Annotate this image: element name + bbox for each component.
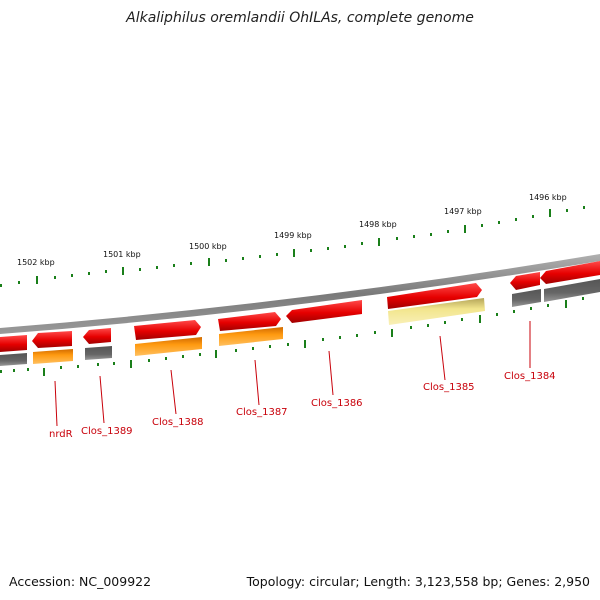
gene-label-clos-1385[interactable]: Clos_1385 <box>423 382 475 393</box>
outer-tick-ring <box>0 206 585 287</box>
scale-label: 1501 kbp <box>103 250 141 259</box>
gene-arrow[interactable] <box>32 331 72 348</box>
accession-text: Accession: NC_009922 <box>9 574 152 589</box>
gene-block-orange[interactable] <box>135 337 202 356</box>
label-leader-lines <box>54 321 531 427</box>
gene-block-orange[interactable] <box>219 327 283 346</box>
scale-label: 1502 kbp <box>17 258 55 267</box>
map-title: Alkaliphilus oremlandii OhILAs, complete… <box>126 10 474 26</box>
gene-block-gray[interactable] <box>0 353 27 366</box>
gene-arrow[interactable] <box>0 335 27 352</box>
genome-summary-text: Topology: circular; Length: 3,123,558 bp… <box>246 574 590 589</box>
gene-arrow[interactable] <box>540 261 600 284</box>
scale-labels: 1502 kbp 1501 kbp 1500 kbp 1499 kbp 1498… <box>17 193 567 267</box>
genome-backbone <box>0 254 600 334</box>
gene-label-clos-1389[interactable]: Clos_1389 <box>81 426 133 437</box>
gene-block-gray[interactable] <box>544 279 600 302</box>
gene-arrow[interactable] <box>286 300 362 323</box>
gene-block-gray[interactable] <box>512 289 541 307</box>
forward-strand-genes <box>0 261 600 352</box>
scale-label: 1498 kbp <box>359 220 397 229</box>
gene-block-orange[interactable] <box>33 349 73 364</box>
gene-label-nrdr[interactable]: nrdR <box>49 429 73 440</box>
gene-arrow[interactable] <box>134 320 201 340</box>
scale-label: 1499 kbp <box>274 231 312 240</box>
gene-arrow[interactable] <box>387 283 482 309</box>
inner-tick-ring <box>0 297 584 376</box>
gene-arrow[interactable] <box>218 312 281 331</box>
gene-block-yellow[interactable] <box>388 298 485 325</box>
gene-arrow[interactable] <box>510 272 540 290</box>
gene-label-clos-1386[interactable]: Clos_1386 <box>311 398 363 409</box>
gene-arrow[interactable] <box>83 328 111 344</box>
scale-label: 1496 kbp <box>529 193 567 202</box>
cog-blocks <box>0 279 600 366</box>
gene-label-clos-1384[interactable]: Clos_1384 <box>504 371 556 382</box>
gene-label-clos-1387[interactable]: Clos_1387 <box>236 407 288 418</box>
scale-label: 1500 kbp <box>189 242 227 251</box>
scale-label: 1497 kbp <box>444 207 482 216</box>
gene-block-gray[interactable] <box>85 346 112 360</box>
gene-labels: nrdR Clos_1389 Clos_1388 Clos_1387 Clos_… <box>49 371 556 440</box>
gene-label-clos-1388[interactable]: Clos_1388 <box>152 417 204 428</box>
